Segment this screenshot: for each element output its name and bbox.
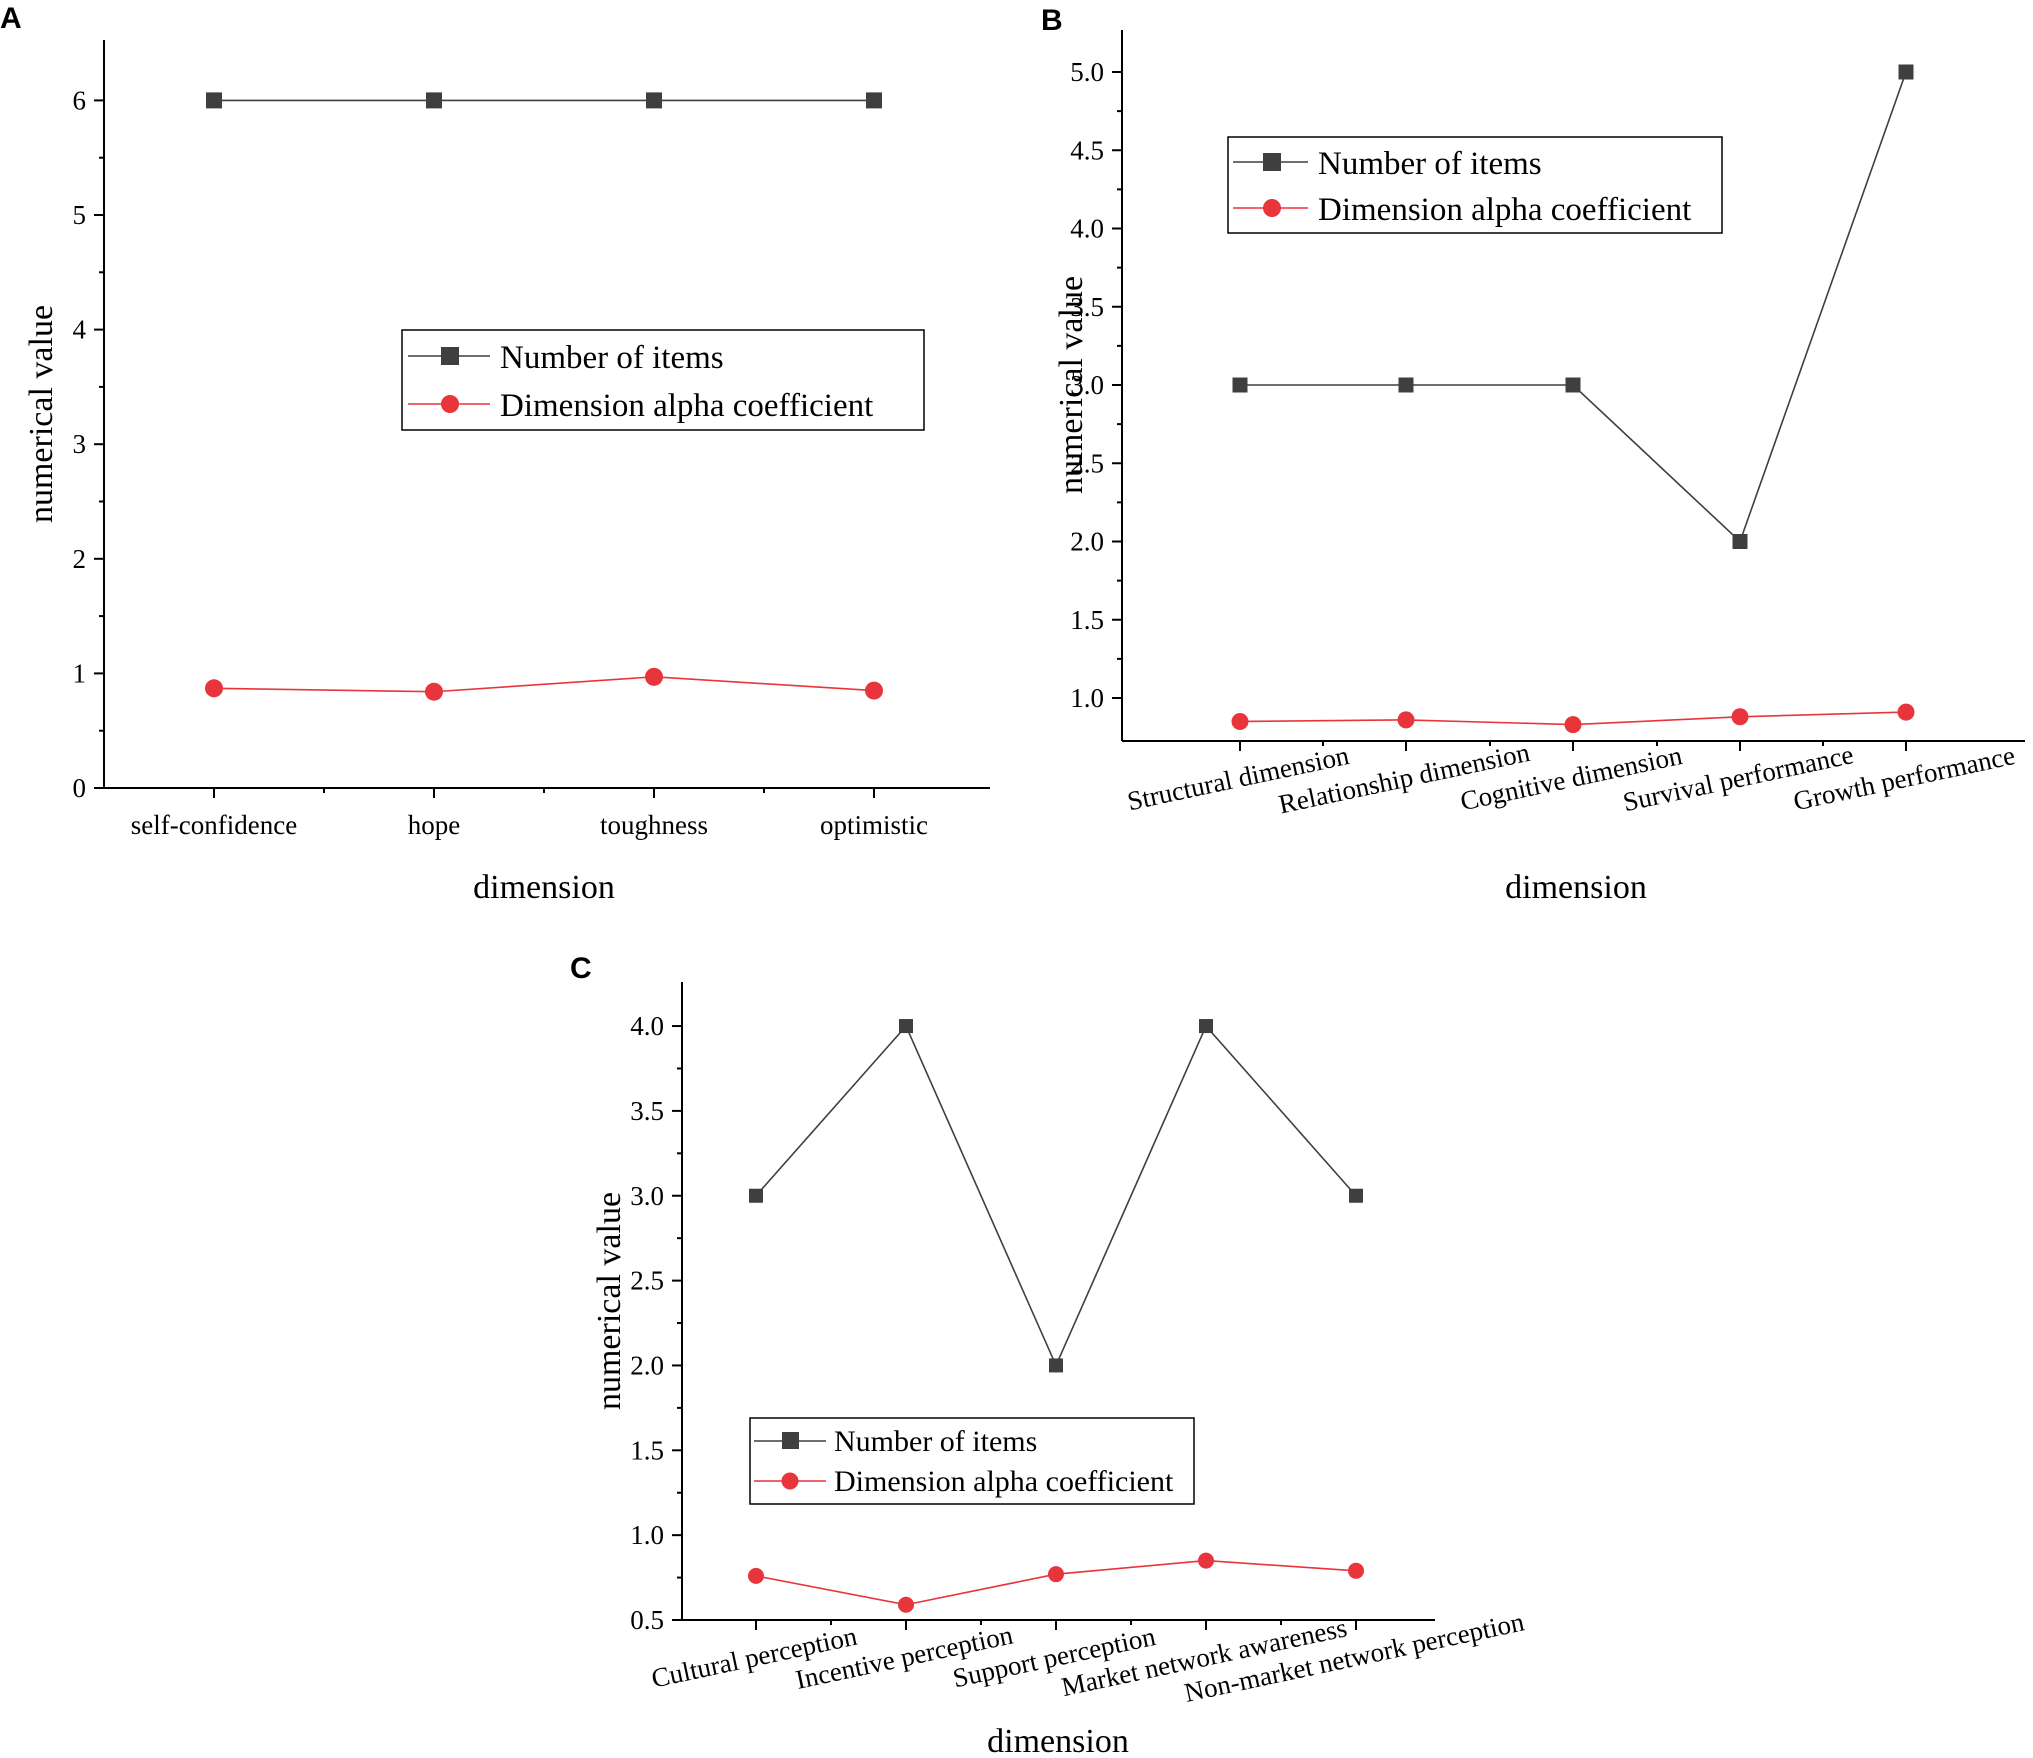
- panel-a-ytick-label: 0: [73, 773, 87, 803]
- panel-a-series-alpha-point: [205, 679, 223, 698]
- panel-b-legend-label-items: Number of items: [1318, 146, 1542, 182]
- panel-c-y-title: numerical value: [591, 1192, 628, 1410]
- panel-c-ytick-label: 3.0: [630, 1181, 664, 1211]
- panel-b-series-items-point: [1732, 534, 1748, 549]
- panel-c-marks: [748, 1019, 1364, 1613]
- panel-c-legend: Number of items Dimension alpha coeffici…: [749, 1417, 1195, 1505]
- panel-c-series-items-point: [1049, 1358, 1063, 1373]
- panel-a-series-items-point: [646, 92, 662, 109]
- panel-b-y-ticks: 1.0 1.5 2.0 2.5 3.0 3.5 4.0 4.5 5.0: [1070, 57, 1122, 713]
- panel-b-ytick-label: 4.0: [1070, 214, 1104, 244]
- panel-a-series-alpha-point: [425, 682, 443, 701]
- panel-a-y-ticks: 0 1 2 3 4 5 6: [73, 85, 104, 803]
- panel-c-ytick-label: 2.5: [630, 1266, 664, 1296]
- panel-b-series-alpha-point: [1731, 708, 1749, 726]
- panel-b-series-alpha-point: [1897, 703, 1915, 721]
- panel-c-series-items-line: [755, 1024, 1357, 1368]
- panel-a-series-alpha-line: [213, 676, 875, 693]
- panel-c-legend-label-items: Number of items: [834, 1425, 1037, 1458]
- panel-b-marks: [1231, 64, 1915, 734]
- panel-a-letter: A: [0, 2, 22, 35]
- panel-b-series-items-point: [1898, 64, 1914, 80]
- panel-c-series-alpha-point: [1348, 1562, 1364, 1579]
- panel-a-y-title: numerical value: [23, 305, 60, 523]
- panel-b-series-items-point: [1565, 377, 1581, 393]
- panel-b-ytick-label: 1.0: [1070, 683, 1104, 713]
- panel-b-ytick-label: 1.5: [1070, 605, 1104, 635]
- panel-b-ytick-label: 2.0: [1070, 527, 1104, 557]
- panel-c-series-items-point: [749, 1188, 763, 1203]
- panel-a-xtick-label: toughness: [600, 810, 708, 840]
- panel-a-ytick-label: 6: [73, 85, 87, 115]
- panel-b-legend: Number of items Dimension alpha coeffici…: [1227, 136, 1723, 234]
- panel-a-ytick-label: 1: [73, 658, 87, 688]
- panel-b-series-alpha-point: [1231, 712, 1249, 730]
- panel-b-ytick-label: 4.5: [1070, 135, 1104, 165]
- panel-a-x-ticks: self-confidence hope toughness optimistic: [131, 788, 928, 840]
- panel-a-ytick-label: 3: [73, 429, 87, 459]
- panel-a-series-alpha-point: [865, 681, 883, 700]
- panel-c-series-alpha-point: [748, 1567, 764, 1584]
- panel-a-ytick-label: 2: [73, 544, 87, 574]
- panel-c-series-items-point: [1199, 1019, 1213, 1034]
- panel-a-legend-box: [401, 329, 925, 431]
- panel-c-series-items-point: [899, 1019, 913, 1034]
- panel-c-y-ticks: 0.5 1.0 1.5 2.0 2.5 3.0 3.5 4.0: [630, 1011, 682, 1635]
- panel-c-ytick-label: 4.0: [630, 1011, 664, 1041]
- panel-a-ytick-label: 5: [73, 200, 87, 230]
- panel-b-series-items-point: [1398, 377, 1414, 393]
- panel-c-ytick-label: 0.5: [630, 1605, 664, 1635]
- panel-c-legend-marker-alpha: [781, 1472, 799, 1490]
- panel-a-series-items-point: [866, 92, 882, 109]
- panel-b-ytick-label: 2.5: [1070, 448, 1104, 478]
- panel-c-series-alpha-point: [1198, 1552, 1214, 1569]
- panel-a-x-title: dimension: [473, 869, 615, 906]
- panel-a-legend-label-items: Number of items: [500, 340, 724, 376]
- panel-a-legend-label-alpha: Dimension alpha coefficient: [500, 388, 873, 424]
- panel-b-series-alpha-point: [1564, 716, 1582, 734]
- panel-a-series-items-point: [426, 92, 442, 109]
- panel-a-ytick-label: 4: [73, 315, 87, 345]
- panel-c-x-title: dimension: [987, 1723, 1129, 1758]
- panel-c-series-alpha-point: [1048, 1566, 1064, 1583]
- panel-b-legend-box: [1227, 136, 1723, 234]
- panel-c-ytick-label: 1.5: [630, 1435, 664, 1465]
- panel-a-legend-marker-alpha: [441, 395, 459, 413]
- panel-b: B 1.0 1.5 2.0 2.5 3.0 3.5 4.0 4.5 5.0 Structural…: [1041, 4, 2025, 906]
- panel-c-ytick-label: 1.0: [630, 1520, 664, 1550]
- panel-a-xtick-label: self-confidence: [131, 810, 297, 840]
- panel-b-ytick-label: 3.5: [1070, 292, 1104, 322]
- panel-b-y-title: numerical value: [1053, 276, 1090, 494]
- panel-b-x-title: dimension: [1505, 869, 1647, 906]
- panel-b-letter: B: [1041, 4, 1063, 37]
- panel-a-series-items-point: [206, 92, 222, 109]
- panel-a-xtick-label: hope: [408, 810, 461, 840]
- panel-b-ytick-label: 5.0: [1070, 57, 1104, 87]
- panel-b-legend-marker-alpha: [1263, 199, 1281, 217]
- panel-c-ytick-label: 3.5: [630, 1096, 664, 1126]
- panel-a-xtick-label: optimistic: [820, 810, 928, 840]
- panel-c-legend-box: [749, 1417, 1195, 1505]
- panel-b-legend-label-alpha: Dimension alpha coefficient: [1318, 192, 1691, 228]
- panel-b-series-alpha-point: [1397, 711, 1415, 729]
- panel-a-marks: [205, 92, 883, 701]
- panel-a-series-alpha-point: [645, 667, 663, 686]
- panel-a-legend-marker-items: [441, 347, 459, 365]
- panel-c-ytick-label: 2.0: [630, 1350, 664, 1380]
- panel-c-legend-label-alpha: Dimension alpha coefficient: [834, 1465, 1174, 1498]
- panel-b-legend-marker-items: [1263, 153, 1281, 171]
- panel-b-ytick-label: 3.0: [1070, 370, 1104, 400]
- panel-b-series-items-point: [1232, 377, 1248, 393]
- panel-c-letter: C: [570, 952, 592, 985]
- panel-c: C 0.5 1.0 1.5 2.0 2.5 3.0 3.5 4.0 Cultural perc…: [570, 952, 1527, 1758]
- panel-a: A 0 1 2 3 4 5 6 self-confidence hope toughness op…: [0, 2, 990, 906]
- panel-a-legend: Number of items Dimension alpha coeffici…: [401, 329, 925, 431]
- panel-c-series-alpha-point: [898, 1596, 914, 1613]
- panel-c-series-items-point: [1349, 1188, 1363, 1203]
- panel-c-legend-marker-items: [782, 1432, 799, 1449]
